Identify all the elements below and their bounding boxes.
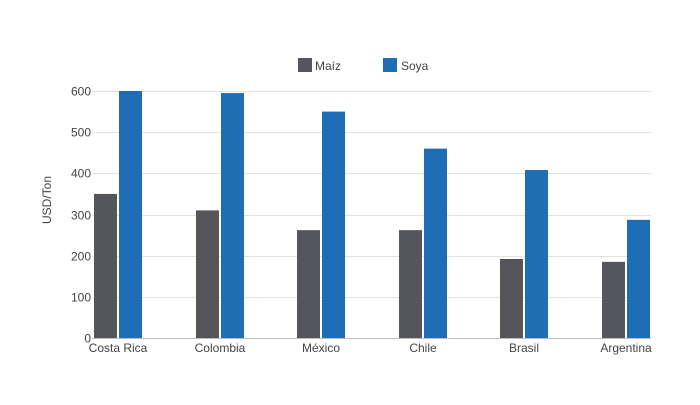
legend-swatch — [383, 58, 397, 72]
legend-item[interactable]: Maíz — [298, 58, 341, 73]
legend-item[interactable]: Soya — [383, 58, 429, 73]
y-tick-label: 500 — [71, 126, 91, 140]
y-tick-label: 600 — [71, 85, 91, 99]
y-tick-label: 200 — [71, 250, 91, 264]
y-tick-label: 300 — [71, 209, 91, 223]
y-tick-labels: 0 100 200 300 400 500 600 — [71, 85, 91, 346]
x-tick-label: Brasil — [509, 341, 539, 355]
legend-label: Maíz — [315, 59, 341, 73]
x-tick-labels: Costa Rica Colombia México Chile Brasil Argen… — [89, 341, 652, 355]
bar-soya[interactable] — [627, 219, 650, 338]
x-tick-label: México — [302, 341, 340, 355]
bar-maiz[interactable] — [399, 230, 422, 338]
bar-soya[interactable] — [322, 111, 345, 338]
y-axis-label: USD/Ton — [40, 176, 54, 224]
bar-maiz[interactable] — [297, 230, 320, 338]
legend-label: Soya — [401, 59, 429, 73]
bar-soya[interactable] — [119, 91, 142, 338]
x-tick-label: Costa Rica — [89, 341, 148, 355]
bar-maiz[interactable] — [94, 193, 117, 338]
bar-maiz[interactable] — [196, 210, 219, 338]
y-tick-label: 100 — [71, 291, 91, 305]
legend[interactable]: Maíz Soya — [298, 58, 429, 73]
y-tick-label: 400 — [71, 167, 91, 181]
x-tick-label: Chile — [409, 341, 437, 355]
gridlines — [92, 91, 651, 298]
legend-swatch — [298, 58, 312, 72]
bar-soya[interactable] — [424, 148, 447, 338]
bar-soya[interactable] — [221, 93, 244, 338]
x-tick-label: Argentina — [600, 341, 652, 355]
bar-maiz[interactable] — [602, 261, 625, 338]
bar-soya[interactable] — [525, 170, 548, 338]
bar-maiz[interactable] — [500, 258, 523, 338]
x-tick-label: Colombia — [195, 341, 246, 355]
y-tick-label: 0 — [84, 332, 91, 346]
bars — [94, 91, 650, 338]
